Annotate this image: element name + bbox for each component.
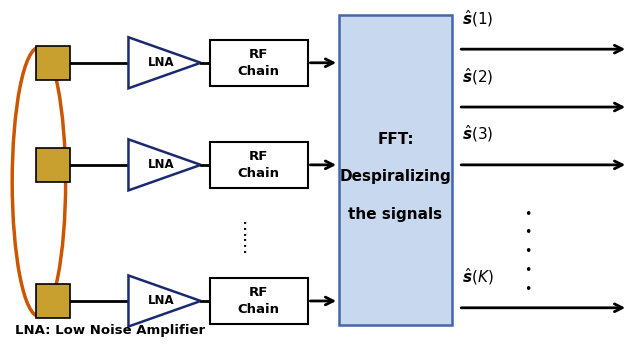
Text: •: • xyxy=(524,245,531,258)
Bar xyxy=(36,46,70,80)
Bar xyxy=(210,142,307,188)
Text: LNA: LNA xyxy=(148,158,174,171)
Polygon shape xyxy=(129,139,201,190)
Text: ⋯: ⋯ xyxy=(236,217,254,235)
Bar xyxy=(36,148,70,182)
Text: the signals: the signals xyxy=(349,207,443,222)
Bar xyxy=(339,15,452,325)
Polygon shape xyxy=(129,37,201,88)
Text: $\hat{\boldsymbol{s}}(K)$: $\hat{\boldsymbol{s}}(K)$ xyxy=(462,267,493,287)
Bar xyxy=(210,278,307,324)
Text: $\hat{\boldsymbol{s}}(1)$: $\hat{\boldsymbol{s}}(1)$ xyxy=(462,8,493,29)
Text: Chain: Chain xyxy=(238,65,280,78)
Text: LNA: LNA xyxy=(148,294,174,308)
Text: RF: RF xyxy=(249,150,269,163)
Text: Despiralizing: Despiralizing xyxy=(340,169,451,184)
Text: Chain: Chain xyxy=(238,303,280,316)
Bar xyxy=(36,284,70,318)
Text: $\hat{\boldsymbol{s}}(2)$: $\hat{\boldsymbol{s}}(2)$ xyxy=(462,66,493,87)
Text: RF: RF xyxy=(249,286,269,299)
Text: •: • xyxy=(524,227,531,239)
Text: •: • xyxy=(524,208,531,221)
Text: ⋯: ⋯ xyxy=(236,234,254,252)
Bar xyxy=(210,40,307,86)
Text: FFT:: FFT: xyxy=(377,132,414,147)
Text: $\hat{\boldsymbol{s}}(3)$: $\hat{\boldsymbol{s}}(3)$ xyxy=(462,124,493,144)
Text: Chain: Chain xyxy=(238,167,280,180)
Text: LNA: LNA xyxy=(148,56,174,69)
Text: LNA: Low Noise Amplifier: LNA: Low Noise Amplifier xyxy=(15,324,205,337)
Text: •: • xyxy=(524,283,531,295)
Text: RF: RF xyxy=(249,48,269,61)
Polygon shape xyxy=(129,276,201,326)
Text: •: • xyxy=(524,264,531,277)
